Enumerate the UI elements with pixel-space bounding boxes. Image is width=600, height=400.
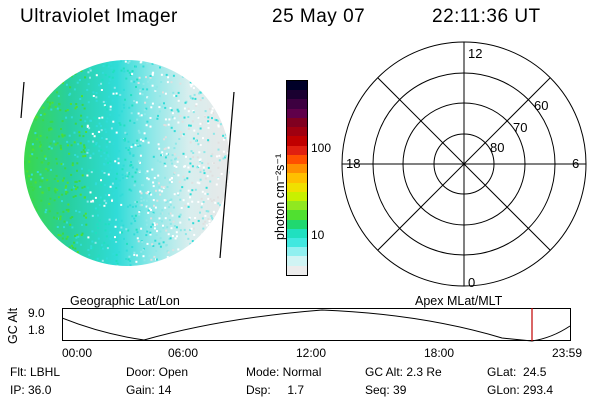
track-xtick-2: 12:00 <box>296 346 327 360</box>
colorbar-segment <box>287 191 307 202</box>
altitude-track-plot <box>62 308 571 342</box>
meridian-diag-2 <box>377 77 551 251</box>
track-xtick-3: 18:00 <box>424 346 455 360</box>
colorbar-segment <box>287 173 307 183</box>
colorbar-segment <box>287 145 307 155</box>
instrument-title: Ultraviolet Imager <box>20 6 178 27</box>
track-xtick-4: 23:59 <box>552 346 583 360</box>
colorbar-segment <box>287 117 307 128</box>
colorbar-segment <box>287 182 307 192</box>
colorbar-segment <box>287 256 307 266</box>
track-right-label: Apex MLat/MLT <box>415 294 503 308</box>
status-mode: Mode: Normal <box>246 365 322 379</box>
status-ip: IP: 36.0 <box>10 383 52 397</box>
colorbar-segment <box>287 108 307 118</box>
terminator-line-right <box>219 91 235 259</box>
color-scale-bar <box>286 80 308 276</box>
status-door: Door: Open <box>126 365 189 379</box>
colorbar-segment <box>287 210 307 220</box>
colorbar-segment <box>287 127 307 137</box>
mlt-label-12: 12 <box>468 46 482 61</box>
track-xtick-1: 06:00 <box>168 346 199 360</box>
earth-disk <box>24 60 230 266</box>
colorbar-segment <box>287 154 307 165</box>
track-ytick-bottom: 1.8 <box>28 323 45 337</box>
track-axis-label: GC Alt <box>6 307 20 344</box>
colorbar-tick-10: 10 <box>311 228 325 242</box>
observation-date: 25 May 07 <box>272 6 366 27</box>
status-glat: GLat: 24.5 <box>487 365 547 379</box>
colorbar-segment <box>287 247 307 257</box>
colorbar-segment <box>287 201 307 211</box>
status-glon: GLon: 293.4 <box>487 383 554 397</box>
mlt-label-0: 0 <box>468 275 475 290</box>
colorbar-tick-100: 100 <box>311 141 332 155</box>
polar-mlt-plot: 12 18 6 0 60 70 80 <box>341 41 587 290</box>
observation-time: 22:11:36 UT <box>432 6 541 27</box>
lat-label-60: 60 <box>534 98 548 113</box>
colorbar-segment <box>287 228 307 238</box>
status-dsp: Dsp: 1.7 <box>246 383 305 397</box>
colorbar-segment <box>287 90 307 100</box>
colorbar-segment <box>287 136 307 146</box>
status-gc-alt: GC Alt: 2.3 Re <box>365 365 442 379</box>
terminator-line-left <box>20 81 25 119</box>
colorbar-segment <box>287 81 307 91</box>
status-seq: Seq: 39 <box>365 383 407 397</box>
colorbar-segment <box>287 265 307 275</box>
colorbar-unit-label: photon cm⁻²s⁻¹ <box>273 153 287 240</box>
lat-label-80: 80 <box>490 140 504 155</box>
colorbar-segment <box>287 219 307 229</box>
altitude-curve <box>62 309 571 342</box>
colorbar-segment <box>287 164 307 174</box>
track-ytick-top: 9.0 <box>28 306 45 320</box>
lat-label-70: 70 <box>513 120 527 135</box>
mlt-label-6: 6 <box>572 156 579 171</box>
uv-earth-image <box>20 60 235 266</box>
track-left-label: Geographic Lat/Lon <box>70 294 180 308</box>
colorbar-segment <box>287 237 307 248</box>
mlt-label-18: 18 <box>346 156 360 171</box>
status-gain: Gain: 14 <box>126 383 172 397</box>
track-xtick-0: 00:00 <box>62 346 93 360</box>
colorbar-segment <box>287 99 307 109</box>
status-filter: Flt: LBHL <box>10 365 61 379</box>
